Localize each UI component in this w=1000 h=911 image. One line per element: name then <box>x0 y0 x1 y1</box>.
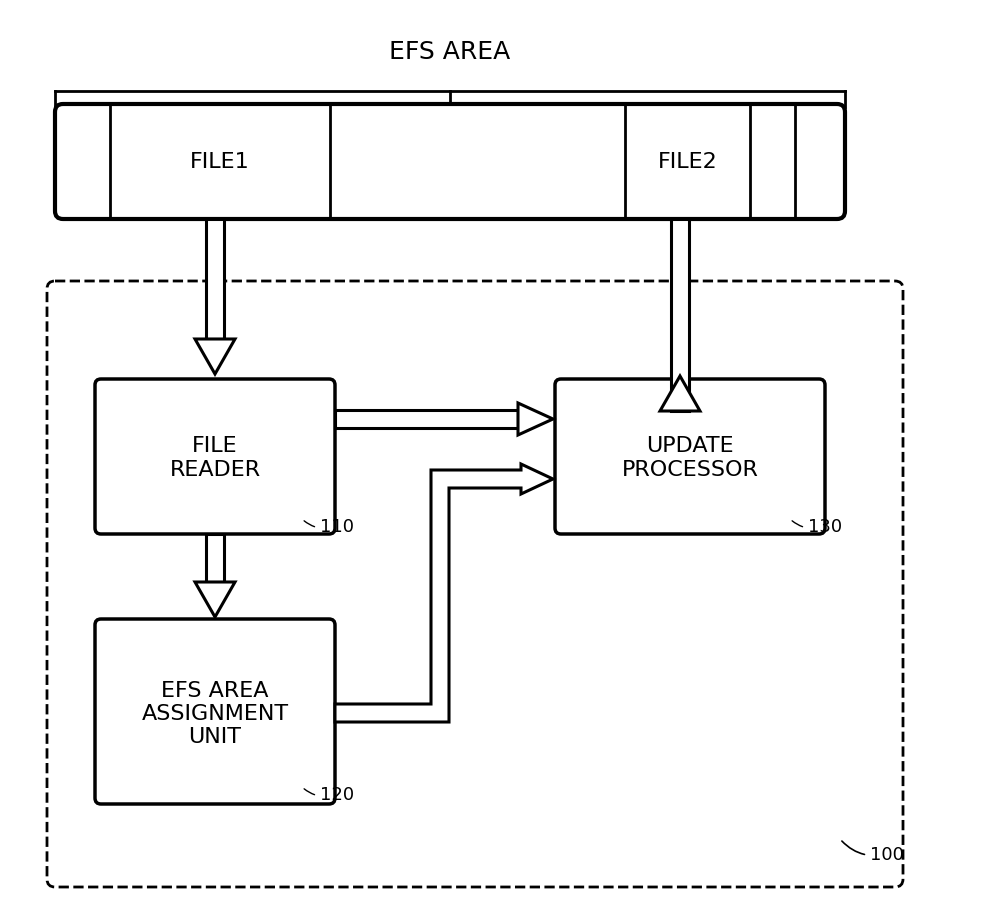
Polygon shape <box>206 220 224 340</box>
FancyBboxPatch shape <box>555 380 825 535</box>
Text: FILE2: FILE2 <box>658 152 718 172</box>
Text: FILE
READER: FILE READER <box>169 436 261 479</box>
Polygon shape <box>195 340 235 374</box>
Polygon shape <box>671 220 689 412</box>
Polygon shape <box>335 411 518 428</box>
Text: 100: 100 <box>842 841 904 863</box>
Polygon shape <box>206 535 224 582</box>
Polygon shape <box>335 465 553 722</box>
FancyBboxPatch shape <box>55 105 845 220</box>
FancyBboxPatch shape <box>95 380 335 535</box>
Polygon shape <box>195 582 235 618</box>
Text: 110: 110 <box>304 517 354 536</box>
Text: 130: 130 <box>792 517 842 536</box>
Text: UPDATE
PROCESSOR: UPDATE PROCESSOR <box>622 436 758 479</box>
Text: EFS AREA
ASSIGNMENT
UNIT: EFS AREA ASSIGNMENT UNIT <box>141 680 289 746</box>
FancyBboxPatch shape <box>95 619 335 804</box>
Polygon shape <box>660 376 700 412</box>
Text: FILE1: FILE1 <box>190 152 250 172</box>
Text: EFS AREA: EFS AREA <box>389 40 511 64</box>
Polygon shape <box>518 404 553 435</box>
Text: 120: 120 <box>304 785 354 804</box>
